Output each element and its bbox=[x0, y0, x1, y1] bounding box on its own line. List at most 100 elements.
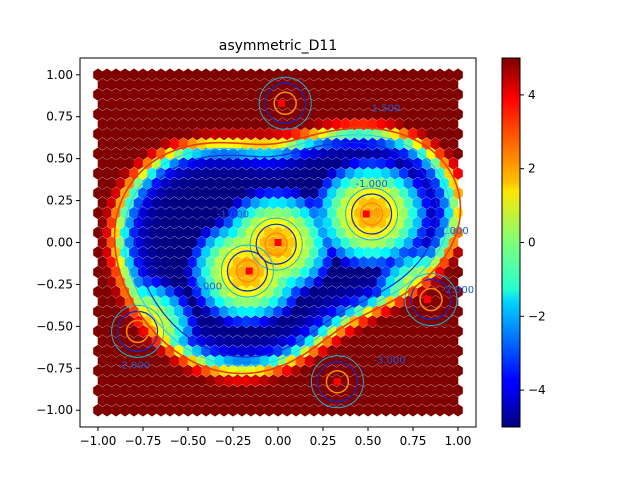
hexbin-cell bbox=[147, 127, 157, 141]
hexbin-cell bbox=[201, 384, 211, 397]
hexbin-cell bbox=[214, 196, 225, 210]
hexbin-cell bbox=[300, 325, 310, 338]
hexbin-cell bbox=[286, 236, 297, 249]
hexbin-cell bbox=[363, 226, 373, 239]
hexbin-cell bbox=[354, 364, 364, 377]
hexbin-cell bbox=[394, 196, 405, 210]
hexbin-cell bbox=[133, 117, 144, 131]
hexbin-cell bbox=[250, 275, 261, 289]
hexbin-cell bbox=[115, 236, 126, 249]
hexbin-cell bbox=[300, 384, 310, 397]
hexbin-cell bbox=[111, 167, 121, 180]
hexbin-cell bbox=[322, 137, 333, 151]
hexbin-cell bbox=[390, 364, 400, 377]
hexbin-cell bbox=[142, 98, 153, 111]
hexbin-cell bbox=[381, 167, 391, 180]
hexbin-cell bbox=[439, 137, 450, 151]
hexbin-cell bbox=[385, 98, 396, 111]
hexbin-cell bbox=[201, 167, 211, 180]
hexbin-cell bbox=[115, 216, 126, 229]
hexbin-cell bbox=[417, 226, 427, 239]
hexbin-cell bbox=[93, 265, 103, 279]
hexbin-cell bbox=[313, 117, 324, 131]
hexbin-cell bbox=[439, 78, 450, 91]
hexbin-cell bbox=[331, 275, 342, 289]
hexbin-cell bbox=[318, 167, 328, 180]
hexbin-cell bbox=[219, 226, 229, 239]
center-marker bbox=[362, 210, 370, 218]
hexbin-cell bbox=[385, 256, 396, 269]
hexbin-cell bbox=[201, 246, 211, 259]
hexbin-cell bbox=[340, 295, 351, 308]
hexbin-cell bbox=[399, 108, 409, 121]
hexbin-cell bbox=[246, 325, 256, 338]
hexbin-cell bbox=[376, 334, 387, 348]
hexbin-cell bbox=[219, 88, 229, 101]
hexbin-cell bbox=[201, 305, 211, 318]
center-marker bbox=[274, 239, 282, 246]
hexbin-cell bbox=[340, 334, 351, 348]
hexbin-cell bbox=[192, 108, 202, 121]
hexbin-cell bbox=[331, 196, 342, 210]
contour-label: -3.000 bbox=[373, 355, 405, 366]
hexbin-cell bbox=[345, 404, 355, 417]
hexbin-cell bbox=[156, 226, 166, 239]
hexbin-cell bbox=[336, 147, 346, 160]
hexbin-cell bbox=[156, 68, 166, 81]
hexbin-cell bbox=[358, 177, 369, 190]
hexbin-cell bbox=[187, 137, 198, 151]
hexbin-cell bbox=[237, 88, 247, 101]
hexbin-cell bbox=[93, 305, 103, 318]
hexbin-cell bbox=[93, 226, 103, 239]
hexbin-cell bbox=[115, 374, 126, 387]
hexbin-cell bbox=[345, 325, 355, 338]
hexbin-cell bbox=[403, 256, 414, 269]
hexbin-cell bbox=[358, 295, 369, 308]
hexbin-cell bbox=[273, 265, 283, 279]
hexbin-cell bbox=[295, 374, 306, 387]
hexbin-cell bbox=[304, 216, 315, 229]
hexbin-cell bbox=[448, 394, 459, 407]
hexbin-cell bbox=[223, 216, 234, 229]
hexbin-cell bbox=[102, 344, 112, 358]
hexbin-cell bbox=[345, 344, 355, 358]
hexbin-cell bbox=[160, 295, 171, 308]
hexbin-cell bbox=[205, 117, 216, 131]
hexbin-cell bbox=[160, 374, 171, 387]
hexbin-cell bbox=[124, 216, 135, 229]
hexbin-cell bbox=[210, 265, 220, 279]
hexbin-cell bbox=[183, 265, 193, 279]
hexbin-cell bbox=[147, 404, 157, 417]
hexbin-cell bbox=[399, 226, 409, 239]
hexbin-cell bbox=[102, 147, 112, 160]
hexbin-cell bbox=[435, 364, 445, 377]
hexbin-cell bbox=[196, 275, 207, 289]
hexbin-cell bbox=[187, 315, 198, 328]
hexbin-cell bbox=[399, 88, 409, 101]
hexbin-cell bbox=[430, 236, 441, 249]
hexbin-cell bbox=[259, 98, 270, 111]
hexbin-cell bbox=[394, 256, 405, 269]
hexbin-cell bbox=[354, 68, 364, 81]
hexbin-cell bbox=[426, 364, 436, 377]
hexbin-cell bbox=[444, 226, 454, 239]
hexbin-cell bbox=[390, 68, 400, 81]
x-tick-label: 0.00 bbox=[265, 434, 292, 448]
hexbin-cell bbox=[232, 354, 243, 368]
hexbin-cell bbox=[286, 394, 297, 407]
hexbin-cell bbox=[336, 265, 346, 279]
hexbin-cell bbox=[430, 117, 441, 131]
hexbin-cell bbox=[124, 78, 135, 91]
hexbin-cell bbox=[264, 206, 274, 220]
hexbin-cell bbox=[336, 246, 346, 259]
hexbin-cell bbox=[174, 305, 184, 318]
hexbin-cell bbox=[385, 78, 396, 91]
hexbin-cell bbox=[246, 108, 256, 121]
hexbin-cell bbox=[376, 354, 387, 368]
hexbin-cell bbox=[246, 285, 256, 299]
hexbin-cell bbox=[354, 305, 364, 318]
hexbin-cell bbox=[147, 285, 157, 299]
hexbin-cell bbox=[444, 246, 454, 259]
x-axis: −1.00 −0.75 −0.50 −0.25 0.00 0.25 0.50 0.75 1.00 bbox=[80, 427, 471, 448]
